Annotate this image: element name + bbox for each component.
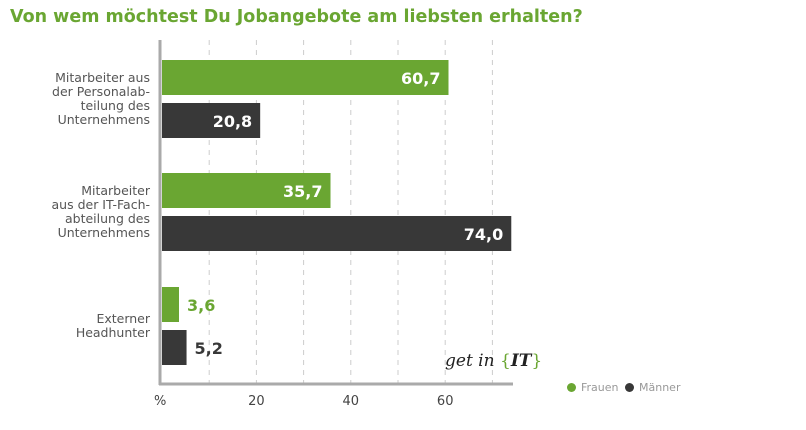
x-axis-unit: % xyxy=(154,394,166,409)
category-label-line: Headhunter xyxy=(75,325,150,340)
category-label-line: Mitarbeiter aus xyxy=(55,70,150,85)
category-label: Mitarbeiter aus der IT-Fach-abteilung des… xyxy=(0,183,151,240)
bar-männer xyxy=(162,103,261,138)
logo-it: IT xyxy=(510,351,532,371)
category-label: Mitarbeiter aus der Personalab-teilung de… xyxy=(0,71,150,127)
category-label-line: Unternehmens xyxy=(57,112,150,127)
bar-frauen xyxy=(162,173,331,208)
x-tick-label: 40 xyxy=(343,394,360,409)
category-label-line: teilung des xyxy=(80,98,150,113)
logo-brace: } xyxy=(531,351,543,371)
data-label: 20,8 xyxy=(213,112,252,131)
category-label-line: abteilung des xyxy=(64,211,150,226)
bar-männer xyxy=(162,330,187,365)
legend-item-maenner: Männer xyxy=(625,381,680,394)
category-label-line: aus der IT-Fach- xyxy=(51,197,151,212)
category-label-line: der Personalab- xyxy=(52,84,150,99)
logo-brace: { xyxy=(499,351,511,371)
x-tick-label: 20 xyxy=(248,394,265,409)
data-label: 60,7 xyxy=(401,69,440,88)
category-label-line: Mitarbeiter xyxy=(81,183,150,198)
bar-männer xyxy=(162,216,512,251)
data-label: 3,6 xyxy=(187,296,215,315)
bar-frauen xyxy=(162,287,179,322)
chart-title: Von wem möchtest Du Jobangebote am liebs… xyxy=(10,7,583,27)
legend-dot-icon xyxy=(625,383,634,392)
data-label: 74,0 xyxy=(464,225,503,244)
legend-label: Frauen xyxy=(581,381,619,394)
get-in-it-logo: get in {IT} xyxy=(445,351,542,371)
legend-label: Männer xyxy=(639,381,681,394)
bar-frauen xyxy=(162,60,449,95)
category-label: Externer Headhunter xyxy=(0,312,150,340)
data-label: 5,2 xyxy=(195,339,223,358)
legend-dot-icon xyxy=(567,383,576,392)
x-tick-label: 60 xyxy=(437,394,454,409)
logo-text: get in xyxy=(445,351,495,371)
category-label-line: Unternehmens xyxy=(57,225,150,240)
data-label: 35,7 xyxy=(283,182,322,201)
legend-item-frauen: Frauen xyxy=(567,381,619,394)
category-label-line: Externer xyxy=(96,311,150,326)
